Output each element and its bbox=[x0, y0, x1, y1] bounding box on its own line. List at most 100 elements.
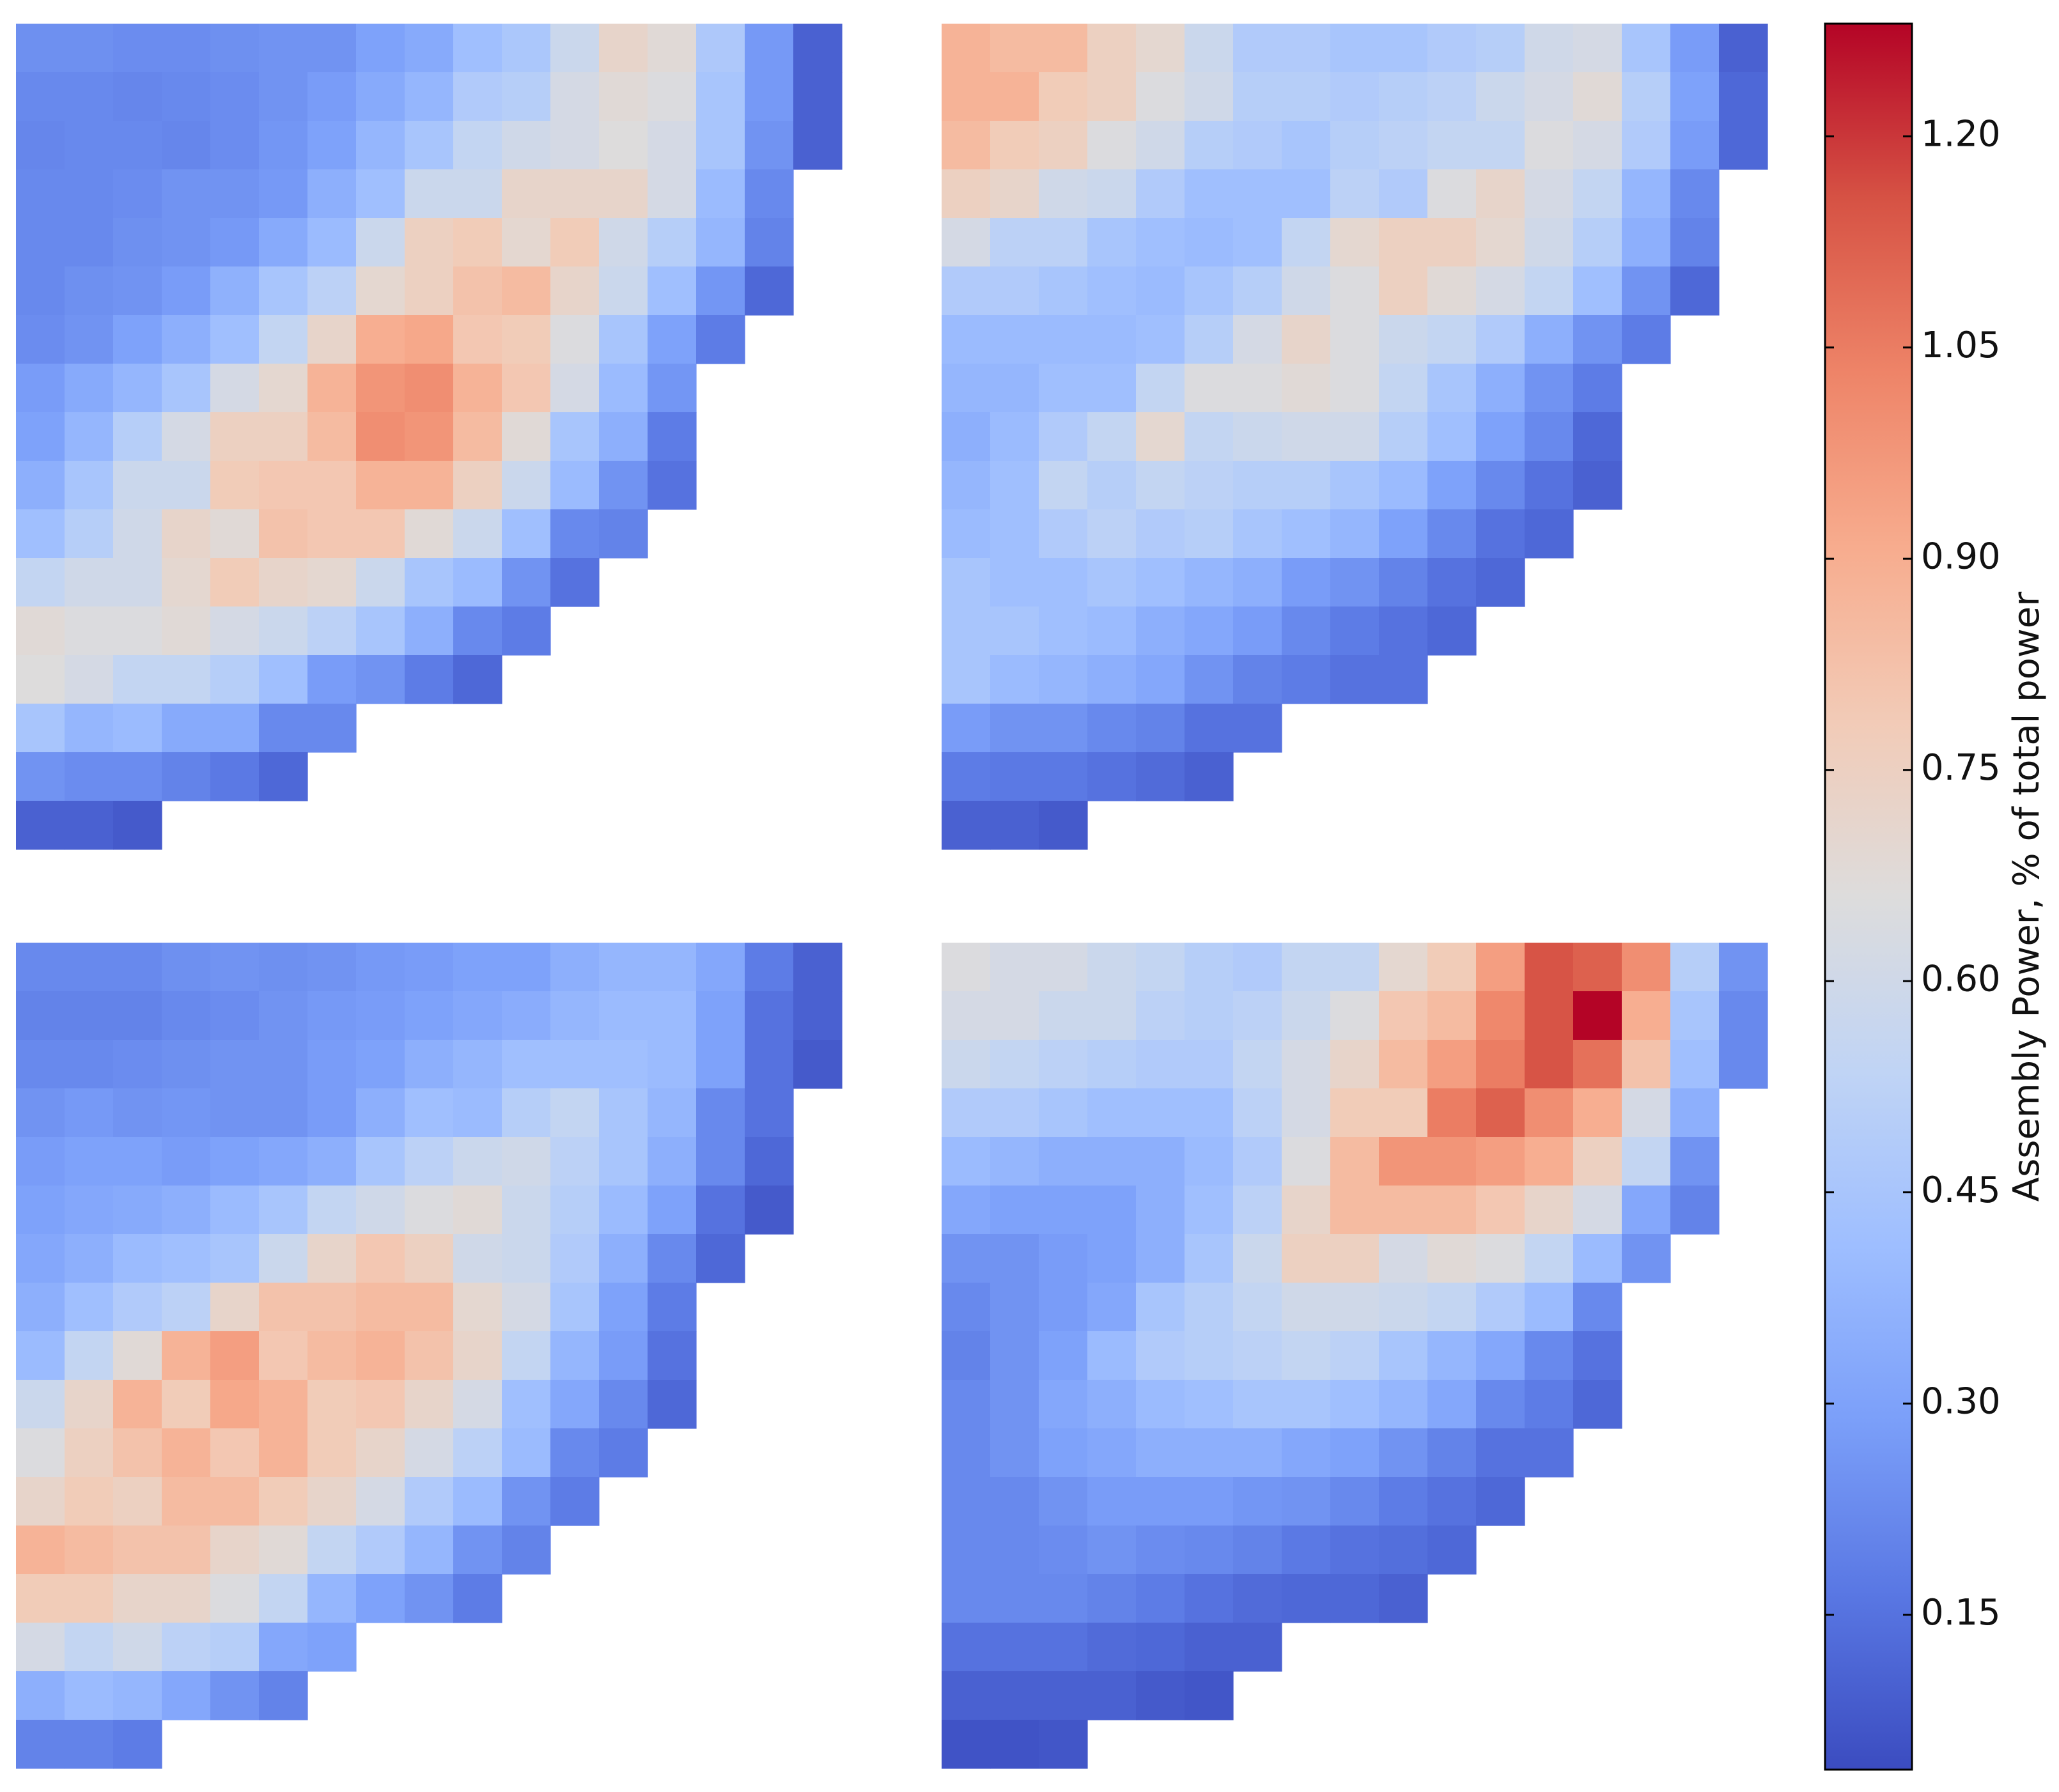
heatmap-cell bbox=[502, 24, 551, 73]
heatmap-cell bbox=[16, 24, 65, 73]
heatmap-cell bbox=[113, 364, 162, 413]
heatmap-cell bbox=[1427, 412, 1477, 461]
heatmap-cell bbox=[1087, 1526, 1137, 1575]
heatmap-cell bbox=[356, 121, 405, 170]
heatmap-cell bbox=[210, 1671, 260, 1720]
heatmap-cell bbox=[405, 72, 454, 121]
heatmap-cell bbox=[1039, 606, 1088, 656]
heatmap-cell bbox=[210, 72, 260, 121]
heatmap-cell bbox=[502, 412, 551, 461]
heatmap-cell bbox=[65, 1088, 114, 1138]
heatmap-cell bbox=[405, 655, 454, 704]
heatmap-cell bbox=[210, 1137, 260, 1186]
heatmap-cell bbox=[405, 1186, 454, 1235]
heatmap-cell bbox=[1476, 509, 1525, 559]
heatmap-cell bbox=[1039, 1186, 1088, 1235]
heatmap-cell bbox=[259, 364, 308, 413]
heatmap-cell bbox=[942, 704, 991, 753]
heatmap-cell bbox=[405, 1428, 454, 1478]
heatmap-cell bbox=[1379, 1234, 1428, 1283]
heatmap-cell bbox=[356, 218, 405, 267]
heatmap-cell bbox=[453, 1234, 502, 1283]
heatmap-cell bbox=[1330, 1574, 1379, 1623]
heatmap-cell bbox=[990, 991, 1039, 1040]
heatmap-cell bbox=[162, 121, 211, 170]
heatmap-cell bbox=[405, 218, 454, 267]
heatmap-cell bbox=[16, 364, 65, 413]
heatmap-cell bbox=[307, 461, 357, 510]
heatmap-cell bbox=[1185, 1574, 1234, 1623]
colorbar bbox=[1824, 22, 1913, 1771]
heatmap-cell bbox=[550, 1477, 600, 1526]
heatmap-cell bbox=[648, 1283, 697, 1332]
heatmap-cell bbox=[1670, 218, 1720, 267]
heatmap-cell bbox=[550, 1380, 600, 1429]
heatmap-cell bbox=[1039, 266, 1088, 316]
heatmap-cell bbox=[1185, 1331, 1234, 1380]
heatmap-cell bbox=[1185, 461, 1234, 510]
heatmap-cell bbox=[1573, 1088, 1622, 1138]
heatmap-cell bbox=[1087, 72, 1137, 121]
heatmap-cell bbox=[453, 1040, 502, 1089]
heatmap-cell bbox=[356, 412, 405, 461]
heatmap-cell bbox=[1087, 1477, 1137, 1526]
heatmap-cell bbox=[16, 1331, 65, 1380]
heatmap-cell bbox=[16, 72, 65, 121]
heatmap-cell bbox=[210, 558, 260, 607]
heatmap-cell bbox=[405, 315, 454, 364]
heatmap-cell bbox=[1185, 509, 1234, 559]
heatmap-cell bbox=[453, 24, 502, 73]
heatmap-cell bbox=[307, 72, 357, 121]
heatmap-cell bbox=[307, 218, 357, 267]
heatmap-cell bbox=[65, 121, 114, 170]
heatmap-cell bbox=[1719, 72, 1768, 121]
heatmap-cell bbox=[1039, 752, 1088, 801]
heatmap-cell bbox=[1525, 1137, 1574, 1186]
heatmap-cell bbox=[1087, 24, 1137, 73]
heatmap-cell bbox=[259, 1380, 308, 1429]
heatmap-cell bbox=[1136, 752, 1185, 801]
heatmap-cell bbox=[1087, 266, 1137, 316]
heatmap-cell bbox=[1525, 364, 1574, 413]
heatmap-cell bbox=[162, 72, 211, 121]
heatmap-cell bbox=[990, 169, 1039, 219]
heatmap-cell bbox=[65, 218, 114, 267]
heatmap-cell bbox=[1330, 1428, 1379, 1478]
heatmap-cell bbox=[1039, 1137, 1088, 1186]
tick-label: 0.75 bbox=[1921, 747, 2001, 789]
heatmap-cell bbox=[307, 943, 357, 992]
heatmap-cell bbox=[113, 1234, 162, 1283]
heatmap-cell bbox=[65, 461, 114, 510]
heatmap-cell bbox=[210, 24, 260, 73]
heatmap-cell bbox=[162, 218, 211, 267]
heatmap-cell bbox=[1282, 509, 1331, 559]
heatmap-cell bbox=[648, 364, 697, 413]
heatmap-cell bbox=[1282, 943, 1331, 992]
heatmap-cell bbox=[1282, 364, 1331, 413]
heatmap-cell bbox=[990, 801, 1039, 850]
heatmap-cell bbox=[648, 1137, 697, 1186]
heatmap-cell bbox=[502, 121, 551, 170]
heatmap-cell bbox=[307, 266, 357, 316]
heatmap-cell bbox=[990, 1574, 1039, 1623]
heatmap-cell bbox=[990, 509, 1039, 559]
heatmap-cell bbox=[1136, 1574, 1185, 1623]
heatmap-cell bbox=[1087, 509, 1137, 559]
heatmap-cell bbox=[259, 1623, 308, 1672]
heatmap-cell bbox=[1427, 943, 1477, 992]
heatmap-cell bbox=[1476, 1040, 1525, 1089]
heatmap-cell bbox=[356, 461, 405, 510]
heatmap-cell bbox=[1476, 1477, 1525, 1526]
heatmap-cell bbox=[990, 943, 1039, 992]
heatmap-cell bbox=[1525, 121, 1574, 170]
heatmap-cell bbox=[1039, 1671, 1088, 1720]
heatmap-cell bbox=[1233, 991, 1282, 1040]
heatmap-cell bbox=[745, 121, 794, 170]
heatmap-cell bbox=[1087, 1137, 1137, 1186]
heatmap-cell bbox=[502, 509, 551, 559]
heatmap-cell bbox=[405, 1088, 454, 1138]
heatmap-cell bbox=[453, 364, 502, 413]
heatmap-cell bbox=[990, 1234, 1039, 1283]
heatmap-cell bbox=[356, 1574, 405, 1623]
heatmap-cell bbox=[696, 1088, 745, 1138]
